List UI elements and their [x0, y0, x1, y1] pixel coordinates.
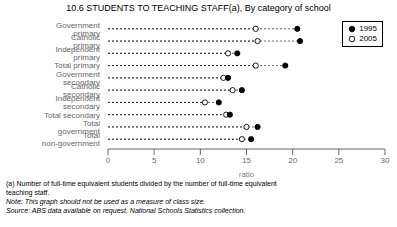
svg-text:0: 0 [106, 156, 111, 165]
html-text:Government: Government [56, 69, 100, 79]
svg-text:25: 25 [334, 156, 343, 165]
html-text:(a) Number of full-time equiva: (a) Number of full-time equivalent stude… [6, 180, 277, 187]
svg-text:Independentsecondary: Independentsecondary [56, 94, 101, 111]
svg-text:10: 10 [196, 156, 205, 165]
html-text:secondary: secondary [63, 77, 100, 87]
svg-text:Total primary: Total primary [54, 61, 100, 71]
html-text:Government: Government [56, 20, 100, 30]
html-text:2005: 2005 [359, 34, 377, 43]
html-text:Catholic: Catholic [71, 82, 100, 91]
svg-text:Total secondary: Total secondary [44, 110, 100, 120]
html-text:teaching staff.: teaching staff. [6, 189, 50, 196]
html-text:Note: This graph should not be: Note: This graph should not be used as a… [6, 198, 206, 205]
html-text:10.6 STUDENTS TO TEACHING STAF: 10.6 STUDENTS TO TEACHING STAFF(a), By c… [66, 3, 331, 13]
html-text:primary: primary [73, 28, 100, 38]
html-text:Total: Total [83, 118, 100, 128]
svg-text:Independentprimary: Independentprimary [56, 45, 101, 62]
svg-text:20: 20 [288, 156, 297, 165]
html-text:1995: 1995 [359, 24, 377, 33]
html-text:Source: ABS data available on: Source: ABS data available on request, N… [6, 207, 246, 214]
svg-text:Totalnon-government: Totalnon-government [42, 131, 101, 148]
svg-text:5: 5 [152, 156, 157, 165]
svg-text:15: 15 [242, 156, 251, 165]
html-text:Catholic: Catholic [71, 32, 100, 42]
svg-text:ratio: ratio [239, 170, 255, 177]
svg-text:30: 30 [381, 156, 389, 165]
